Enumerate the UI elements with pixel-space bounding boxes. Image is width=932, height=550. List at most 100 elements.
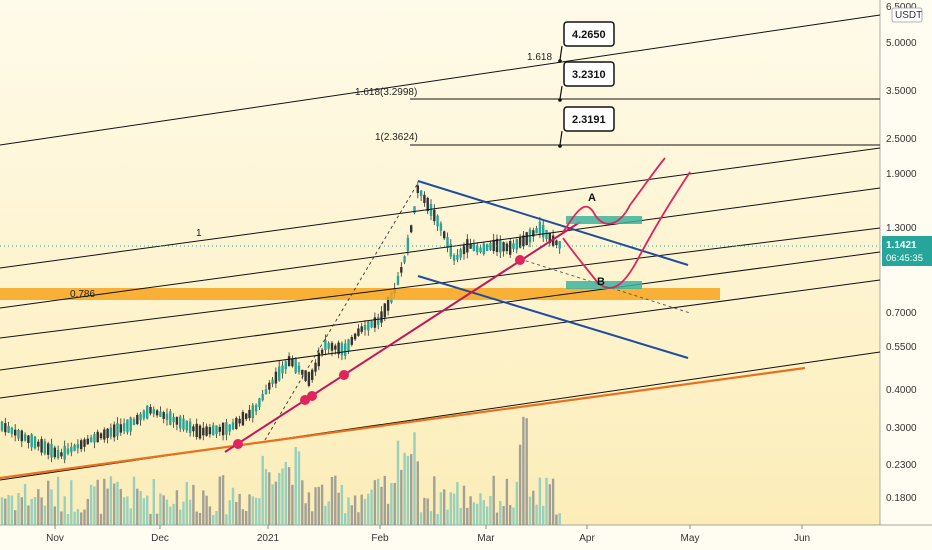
candle-body (53, 447, 56, 458)
volume-bar (27, 505, 30, 525)
volume-bar (495, 512, 499, 525)
volume-bar (482, 500, 485, 525)
current-price-value: 1.1421 (886, 240, 917, 251)
volume-bar (99, 513, 103, 525)
candle-body (106, 428, 109, 438)
time-tick-label: Nov (46, 533, 64, 544)
candle-body (99, 433, 103, 439)
candle-body (195, 423, 198, 438)
candle-body (83, 439, 86, 447)
candle-body (287, 356, 291, 367)
volume-bar (50, 489, 53, 525)
volume-bar (456, 482, 459, 525)
candle-body (558, 241, 561, 249)
candle-body (73, 444, 76, 452)
zone-a (566, 216, 642, 224)
volume-bar (515, 481, 518, 525)
volume-bar (162, 495, 165, 525)
candle-body (281, 365, 284, 374)
candle-body (132, 418, 136, 426)
currency-badge[interactable] (891, 7, 923, 23)
volume-bar (109, 476, 113, 525)
volume-bar (535, 504, 538, 525)
candle-body (452, 254, 456, 261)
volume-bar (373, 480, 377, 525)
volume-bar (367, 493, 370, 525)
volume-bar (248, 494, 251, 525)
candle-body (472, 243, 476, 251)
candle-body (386, 296, 390, 311)
volume-bar (179, 509, 182, 525)
candle-body (89, 437, 93, 443)
candle-body (413, 206, 416, 213)
volume-bar (324, 505, 327, 525)
volume-bar (212, 514, 215, 525)
volume-bar (472, 502, 476, 525)
volume-bar (261, 455, 264, 525)
candle-body (551, 235, 555, 246)
candle-body (66, 448, 70, 454)
volume-bar (423, 497, 426, 525)
candle-body (202, 427, 205, 436)
volume-bar (172, 503, 175, 525)
candle-body (294, 358, 297, 373)
volume-bar (175, 490, 179, 525)
volume-bar (182, 501, 185, 525)
volume-bar (347, 497, 350, 525)
candle-body (225, 422, 228, 435)
candle-body (360, 326, 363, 332)
candle-body (476, 245, 479, 253)
candle-body (188, 421, 192, 433)
volume-bar (235, 501, 238, 525)
volume-bar (66, 514, 70, 525)
candle-body (221, 422, 225, 436)
candle-body (76, 444, 80, 449)
candle-body (324, 340, 327, 351)
candle-body (159, 411, 162, 417)
long-trend-line (0, 366, 806, 480)
volume-bar (116, 481, 119, 525)
candle-body (353, 333, 357, 340)
volume-bar (195, 511, 198, 525)
candle-body (446, 236, 449, 249)
candle-body (518, 237, 522, 248)
volume-bar (185, 481, 188, 525)
candle-body (429, 203, 433, 217)
target-value-1: 4.2650 (572, 29, 606, 41)
volume-bar (485, 506, 489, 525)
volume-bar (383, 475, 386, 525)
candle-body (182, 418, 185, 430)
target-callout-1 (563, 21, 615, 47)
channel-lower (417, 275, 689, 359)
fan-line-4 (0, 251, 881, 371)
candle-body (469, 243, 472, 249)
volume-bar (152, 478, 155, 525)
target-dot (558, 144, 562, 148)
candle-body (347, 339, 350, 352)
volume-bar (86, 498, 89, 525)
volume-bar (198, 512, 202, 525)
candle-body (7, 425, 10, 433)
volume-bar (271, 484, 274, 525)
volume-bar (337, 492, 340, 525)
scenario-b-path (562, 171, 691, 289)
volume-bar (188, 499, 192, 525)
candle-body (238, 418, 241, 424)
volume-bar (60, 511, 63, 525)
candle-body (538, 221, 542, 235)
projection-dashed-1 (264, 182, 419, 441)
candle-body (60, 452, 63, 457)
candle-body (436, 215, 439, 227)
candle-body (129, 417, 132, 432)
volume-bar (17, 492, 20, 525)
volume-bar (304, 503, 307, 525)
candle-body (0, 421, 4, 431)
volume-bar (281, 468, 284, 525)
volume-bar (462, 485, 466, 525)
volume-bar (334, 475, 337, 525)
time-tick-label: May (681, 533, 700, 544)
time-tick-label: Jun (794, 533, 810, 544)
candle-body (116, 423, 119, 437)
volume-bar (159, 493, 162, 525)
candle-body (307, 371, 311, 386)
